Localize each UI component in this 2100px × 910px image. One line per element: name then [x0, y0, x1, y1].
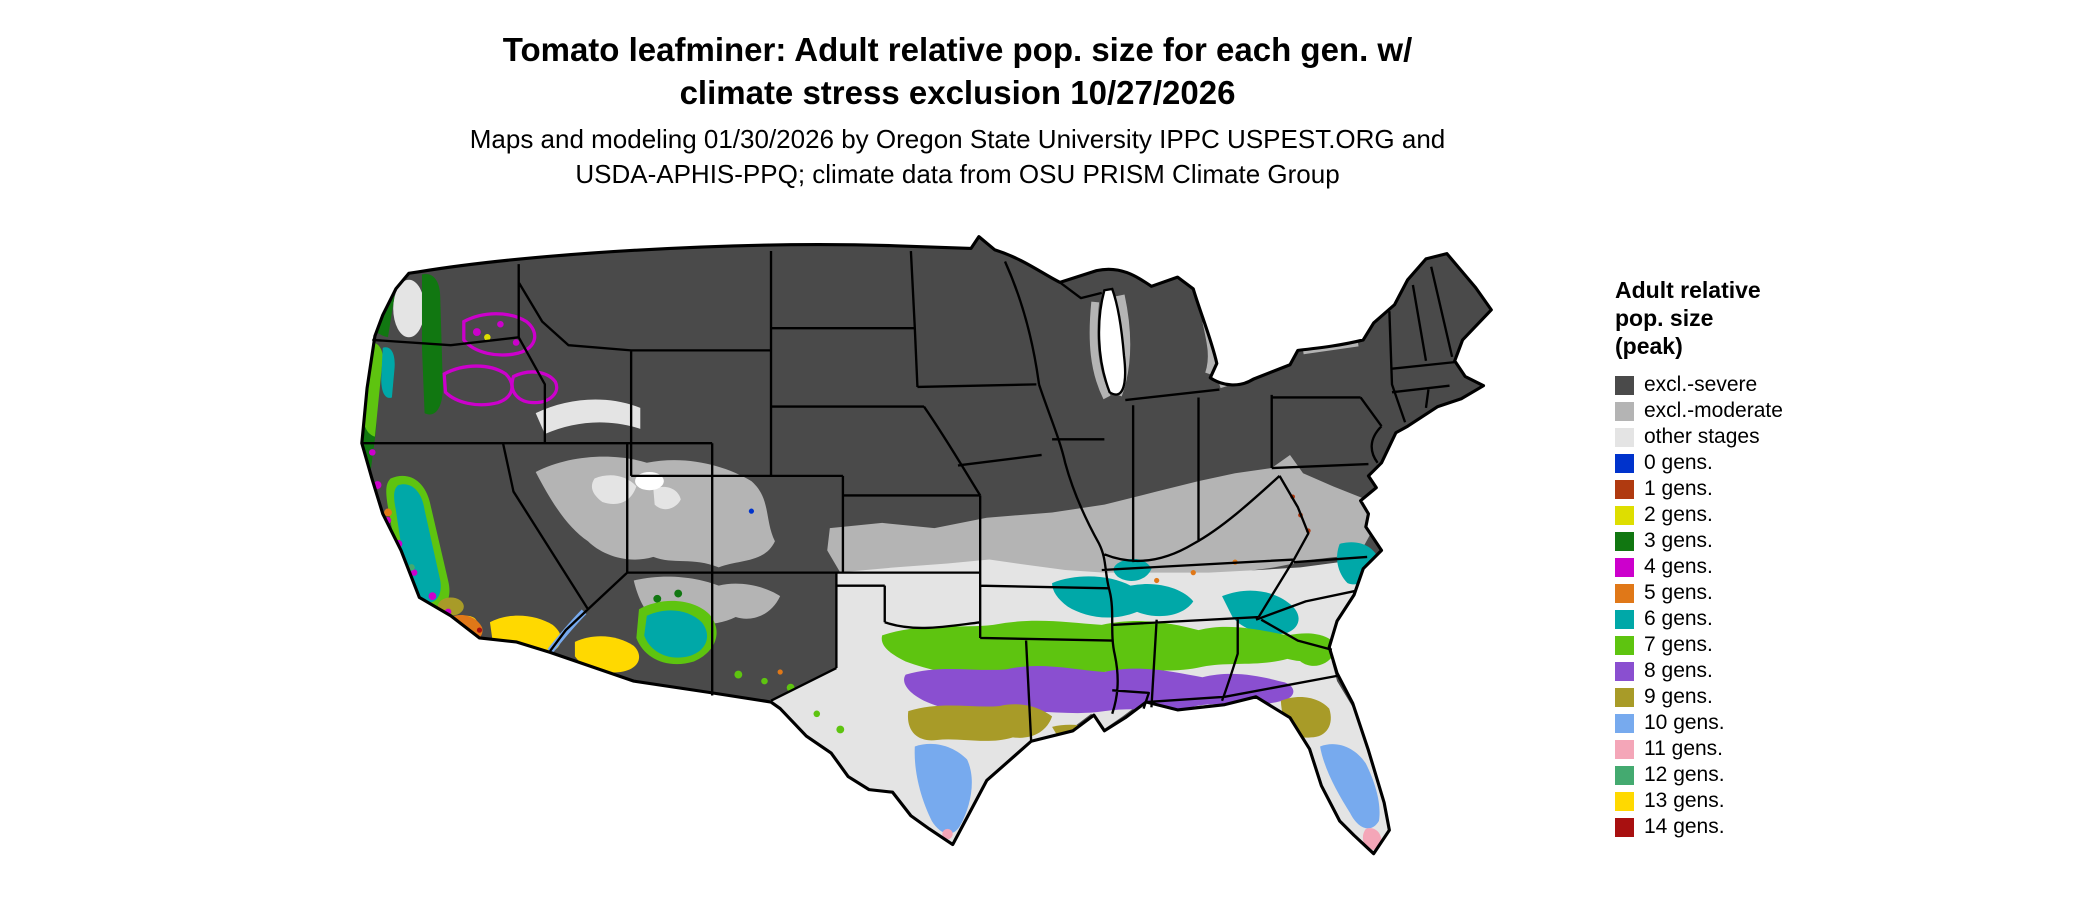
legend-item-label: excl.-moderate	[1644, 399, 1783, 422]
legend-item-label: other stages	[1644, 425, 1760, 448]
legend-item-label: 0 gens.	[1644, 451, 1713, 474]
region-0-gens-speck	[748, 508, 755, 514]
legend-title-line-3: (peak)	[1615, 333, 1683, 359]
legend-item: 6 gens.	[1615, 606, 1915, 632]
legend-item-label: 1 gens.	[1644, 477, 1713, 500]
legend-swatch	[1615, 765, 1634, 785]
legend-swatch	[1615, 739, 1634, 759]
legend-item-label: 11 gens.	[1644, 737, 1724, 760]
region-8-gens-band	[904, 665, 1294, 716]
legend-item-label: excl.-severe	[1644, 373, 1758, 396]
legend-swatch	[1615, 479, 1634, 499]
legend-item: 7 gens.	[1615, 632, 1915, 658]
legend-item-label: 7 gens.	[1644, 633, 1713, 656]
legend-item: 3 gens.	[1615, 528, 1915, 554]
legend-item-label: 12 gens.	[1644, 763, 1725, 786]
legend-swatch	[1615, 661, 1634, 681]
legend-entries: excl.-severe excl.-moderate other stages 0 …	[1615, 372, 1915, 840]
great-salt-lake	[635, 471, 664, 491]
region-10-gens	[914, 728, 1380, 834]
legend-item-label: 10 gens.	[1644, 711, 1725, 734]
region-2-gens-speck	[484, 334, 491, 341]
legend-item-label: 2 gens.	[1644, 503, 1713, 526]
subtitle-line-2: USDA-APHIS-PPQ; climate data from OSU PR…	[575, 159, 1340, 189]
page-title: Tomato leafminer: Adult relative pop. si…	[0, 28, 1915, 114]
legend-item-label: 3 gens.	[1644, 529, 1713, 552]
legend-item: excl.-moderate	[1615, 398, 1915, 424]
legend-swatch	[1615, 817, 1634, 837]
subtitle-line-1: Maps and modeling 01/30/2026 by Oregon S…	[469, 124, 1446, 154]
legend-item: 8 gens.	[1615, 658, 1915, 684]
legend-swatch	[1615, 401, 1634, 421]
legend-swatch	[1615, 791, 1634, 811]
lake-michigan	[1097, 287, 1127, 396]
legend-swatch	[1615, 583, 1634, 603]
legend-item: 0 gens.	[1615, 450, 1915, 476]
legend-swatch	[1615, 427, 1634, 447]
legend-item: 1 gens.	[1615, 476, 1915, 502]
legend-swatch	[1615, 375, 1634, 395]
legend-swatch	[1615, 635, 1634, 655]
legend-swatch	[1615, 609, 1634, 629]
region-puget-lowland	[393, 279, 425, 338]
legend-swatch	[1615, 505, 1634, 525]
legend-item: 13 gens.	[1615, 788, 1915, 814]
legend-item-label: 5 gens.	[1644, 581, 1713, 604]
legend-item-label: 9 gens.	[1644, 685, 1713, 708]
region-14-gens-speck	[476, 627, 483, 633]
legend-swatch	[1615, 531, 1634, 551]
legend-swatch	[1615, 713, 1634, 733]
region-excl-moderate-west	[535, 456, 781, 631]
page-subtitle: Maps and modeling 01/30/2026 by Oregon S…	[0, 122, 1915, 192]
legend-item: 11 gens.	[1615, 736, 1915, 762]
legend-item: excl.-severe	[1615, 372, 1915, 398]
legend-item-label: 4 gens.	[1644, 555, 1713, 578]
legend-item: 5 gens.	[1615, 580, 1915, 606]
region-other-stages-west	[535, 399, 681, 510]
legend-item: 4 gens.	[1615, 554, 1915, 580]
legend-swatch	[1615, 453, 1634, 473]
legend-item-label: 14 gens.	[1644, 815, 1725, 838]
title-line-1: Tomato leafminer: Adult relative pop. si…	[502, 31, 1413, 68]
legend-item: 14 gens.	[1615, 814, 1915, 840]
map-svg	[360, 235, 1493, 856]
legend-item-label: 8 gens.	[1644, 659, 1713, 682]
title-line-2: climate stress exclusion 10/27/2026	[679, 74, 1236, 111]
legend-item: 10 gens.	[1615, 710, 1915, 736]
legend-item: other stages	[1615, 424, 1915, 450]
map-legend: Adult relative pop. size (peak) excl.-se…	[1615, 276, 1915, 840]
region-excl-moderate-band	[827, 454, 1374, 586]
legend-title-line-1: Adult relative	[1615, 277, 1761, 303]
legend-item-label: 13 gens.	[1644, 789, 1725, 812]
legend-item: 2 gens.	[1615, 502, 1915, 528]
legend-swatch	[1615, 687, 1634, 707]
state-borders	[361, 250, 1455, 742]
conus-generations-map	[320, 230, 1575, 910]
legend-item-label: 6 gens.	[1644, 607, 1713, 630]
legend-title-line-2: pop. size	[1615, 305, 1714, 331]
legend-item: 12 gens.	[1615, 762, 1915, 788]
legend-swatch	[1615, 557, 1634, 577]
legend-item: 9 gens.	[1615, 684, 1915, 710]
